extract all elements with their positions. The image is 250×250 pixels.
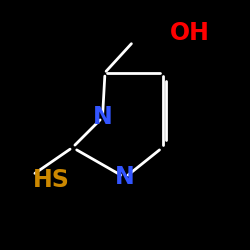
Text: HS: HS bbox=[32, 168, 70, 192]
Text: OH: OH bbox=[170, 20, 210, 44]
Text: N: N bbox=[92, 106, 112, 130]
Text: N: N bbox=[115, 166, 135, 190]
